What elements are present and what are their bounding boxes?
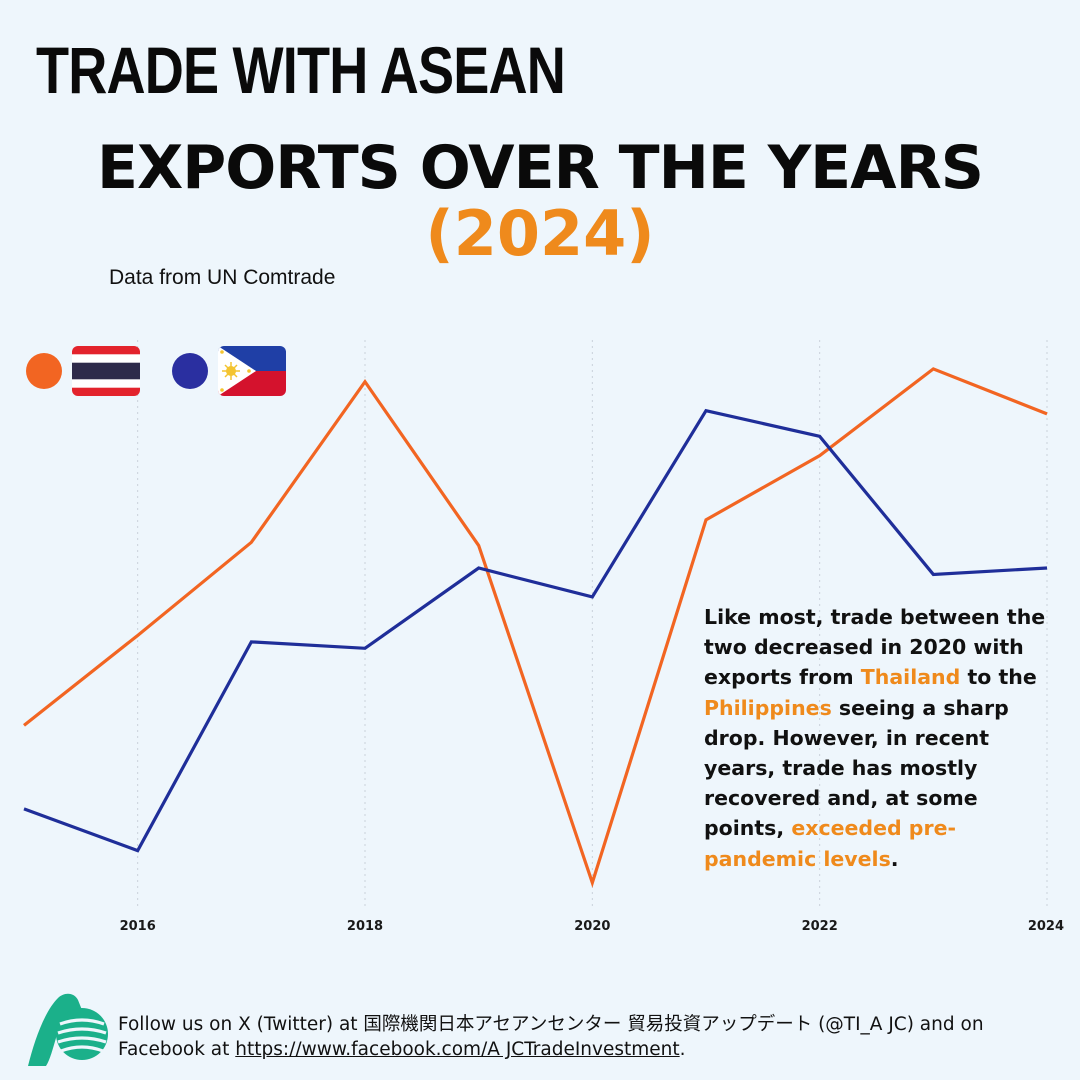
line-chart: 2016 2018 2020 2022 2024 <box>23 340 1064 934</box>
data-source: Data from UN Comtrade <box>109 266 336 289</box>
top-title: TRADE WITH ASEAN <box>36 33 566 107</box>
footer-text-1: Follow us on X (Twitter) at 国際機関日本アセアンセン… <box>118 1014 984 1060</box>
x-tick-label: 2016 <box>120 919 156 934</box>
annotation-highlight-philippines: Philippines <box>704 695 832 720</box>
x-tick-label: 2024 <box>1028 919 1064 934</box>
footer-text-2: . <box>679 1039 686 1060</box>
series-line-thailand <box>23 367 1048 888</box>
legend <box>26 346 286 396</box>
annotation-text-1: Like most, trade between the two decreas… <box>704 605 1046 690</box>
thailand-flag-icon <box>72 346 140 396</box>
footer-text: Follow us on X (Twitter) at 国際機関日本アセアンセン… <box>118 1012 1068 1062</box>
series-line-philippines <box>23 408 1048 853</box>
facebook-link[interactable]: https://www.facebook.com/A JCTradeInvest… <box>235 1039 680 1060</box>
annotation-text-2: to the <box>960 665 1037 690</box>
philippines-flag-icon <box>218 346 286 396</box>
x-tick-label: 2020 <box>574 919 610 934</box>
annotation-text-3: seeing a sharp drop. However, in recent … <box>704 695 1009 841</box>
main-title: EXPORTS OVER THE YEARS <box>97 133 984 203</box>
chart-annotation: Like most, trade between the two decreas… <box>704 602 1054 874</box>
x-tick-label: 2022 <box>802 919 838 934</box>
annotation-highlight-levels: exceeded pre-pandemic levels <box>704 816 956 871</box>
ajc-logo-icon <box>20 990 110 1068</box>
annotation-text-4: . <box>890 846 899 871</box>
legend-dot-thailand <box>26 353 62 389</box>
x-tick-label: 2018 <box>347 919 383 934</box>
year-title: (2024) <box>425 197 655 270</box>
legend-dot-philippines <box>172 353 208 389</box>
annotation-highlight-thailand: Thailand <box>860 665 961 690</box>
